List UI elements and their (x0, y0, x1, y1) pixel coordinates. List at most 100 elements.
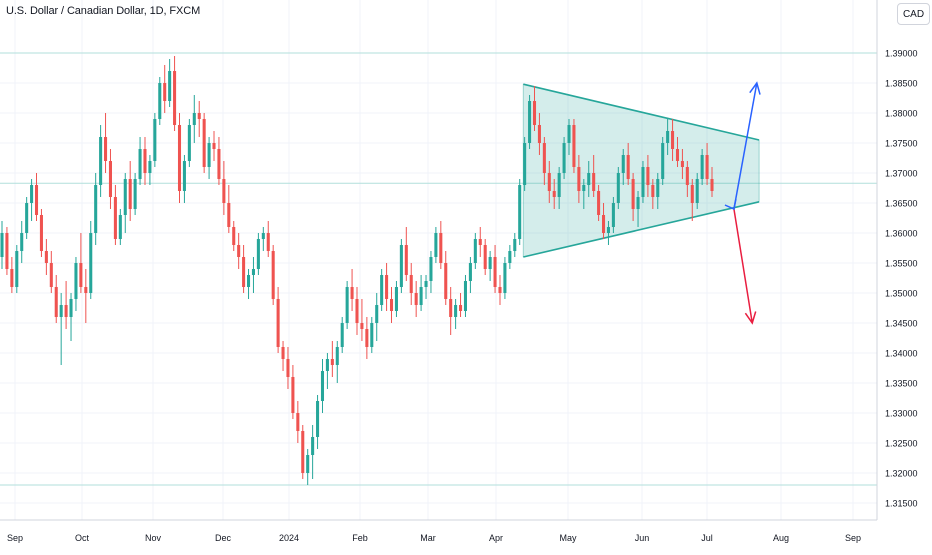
candle-body (473, 239, 477, 263)
candle-body (227, 203, 231, 227)
candle-body (212, 143, 216, 149)
candle (133, 173, 137, 215)
candle-body (207, 143, 211, 167)
candle (567, 119, 571, 155)
triangle-fill (523, 84, 760, 257)
candle (641, 161, 645, 203)
candle (483, 239, 487, 275)
candle-body (202, 119, 206, 167)
candle-body (158, 83, 162, 119)
candle-body (153, 119, 157, 161)
candle (360, 299, 364, 341)
currency-selector[interactable]: CAD (897, 3, 930, 25)
grid-layer (0, 0, 877, 520)
chart-title: U.S. Dollar / Canadian Dollar, 1D, FXCM (6, 5, 201, 17)
candle (592, 155, 596, 197)
price-tick-label: 1.38000 (885, 109, 918, 119)
candle-body (666, 131, 670, 143)
candle-body (296, 413, 300, 431)
candle (542, 137, 546, 185)
candle-body (542, 143, 546, 173)
price-tick-label: 1.35000 (885, 289, 918, 299)
time-tick-label: Oct (75, 533, 90, 543)
candle-body (493, 257, 497, 287)
candle-body (562, 143, 566, 173)
candle (30, 179, 34, 221)
candle (143, 137, 147, 185)
candle (695, 173, 699, 209)
candle (680, 149, 684, 179)
candle-body (478, 239, 482, 245)
candle (276, 287, 280, 353)
candle (25, 197, 29, 239)
price-tick-label: 1.31500 (885, 499, 918, 509)
price-tick-label: 1.34000 (885, 349, 918, 359)
candle (20, 221, 24, 263)
candle-body (498, 287, 502, 293)
candle (478, 227, 482, 257)
up-arrow (733, 81, 761, 210)
candle-body (355, 299, 359, 323)
price-axis-bg (877, 0, 932, 550)
candle (261, 227, 265, 251)
candle-body (468, 263, 472, 281)
time-tick-label: Sep (7, 533, 23, 543)
candle (59, 293, 63, 365)
candle-body (113, 197, 117, 239)
candle (498, 275, 502, 305)
candle (94, 173, 98, 245)
candle (675, 137, 680, 167)
candle-body (143, 149, 147, 173)
candle (217, 137, 221, 185)
candle (518, 179, 522, 245)
price-tick-label: 1.39000 (885, 49, 918, 59)
candle (0, 221, 4, 269)
candle-body (237, 245, 241, 257)
candle-body (424, 281, 428, 287)
price-axis: 1.39000 1.38500 1.38000 1.37500 1.37000 1.365… (876, 0, 932, 550)
price-tick-label: 1.35500 (885, 259, 918, 269)
triangle-pattern (522, 83, 760, 258)
candle-body (350, 287, 354, 299)
candle (513, 233, 517, 257)
arrow-head (749, 81, 761, 95)
candle-body (173, 71, 177, 125)
candle (64, 281, 68, 329)
candle-body (316, 401, 320, 437)
candle-body (104, 137, 108, 161)
candle-body (513, 239, 517, 251)
time-tick-label: Nov (145, 533, 162, 543)
candle-body (518, 185, 522, 239)
time-tick-label: 2024 (279, 533, 299, 543)
candle-body (597, 191, 601, 215)
candle (246, 269, 251, 299)
candle-body (557, 173, 561, 197)
candle (705, 143, 709, 185)
candle-body (656, 179, 660, 197)
candle-body (163, 83, 167, 101)
candle (345, 281, 349, 329)
candle (656, 173, 660, 209)
candle (251, 257, 255, 293)
candle-body (439, 233, 443, 263)
arrow-head (744, 311, 757, 325)
candle-body (306, 455, 310, 473)
candle (631, 173, 635, 221)
candle (454, 299, 458, 329)
candle (562, 137, 566, 179)
candle-body (89, 233, 93, 293)
arrow-shaft (733, 82, 758, 210)
candle (5, 227, 9, 275)
candle (508, 245, 512, 269)
candle-body (399, 245, 403, 287)
candle-body (459, 305, 463, 311)
candle-body (44, 251, 48, 263)
candle (404, 227, 408, 281)
candle (577, 155, 581, 203)
candle-body (577, 167, 581, 191)
time-axis: Sep Oct Nov Dec 2024 Feb Mar Apr May Jun Jul Aug Sep (0, 519, 877, 550)
candle (444, 251, 448, 305)
down-arrow (733, 208, 757, 325)
